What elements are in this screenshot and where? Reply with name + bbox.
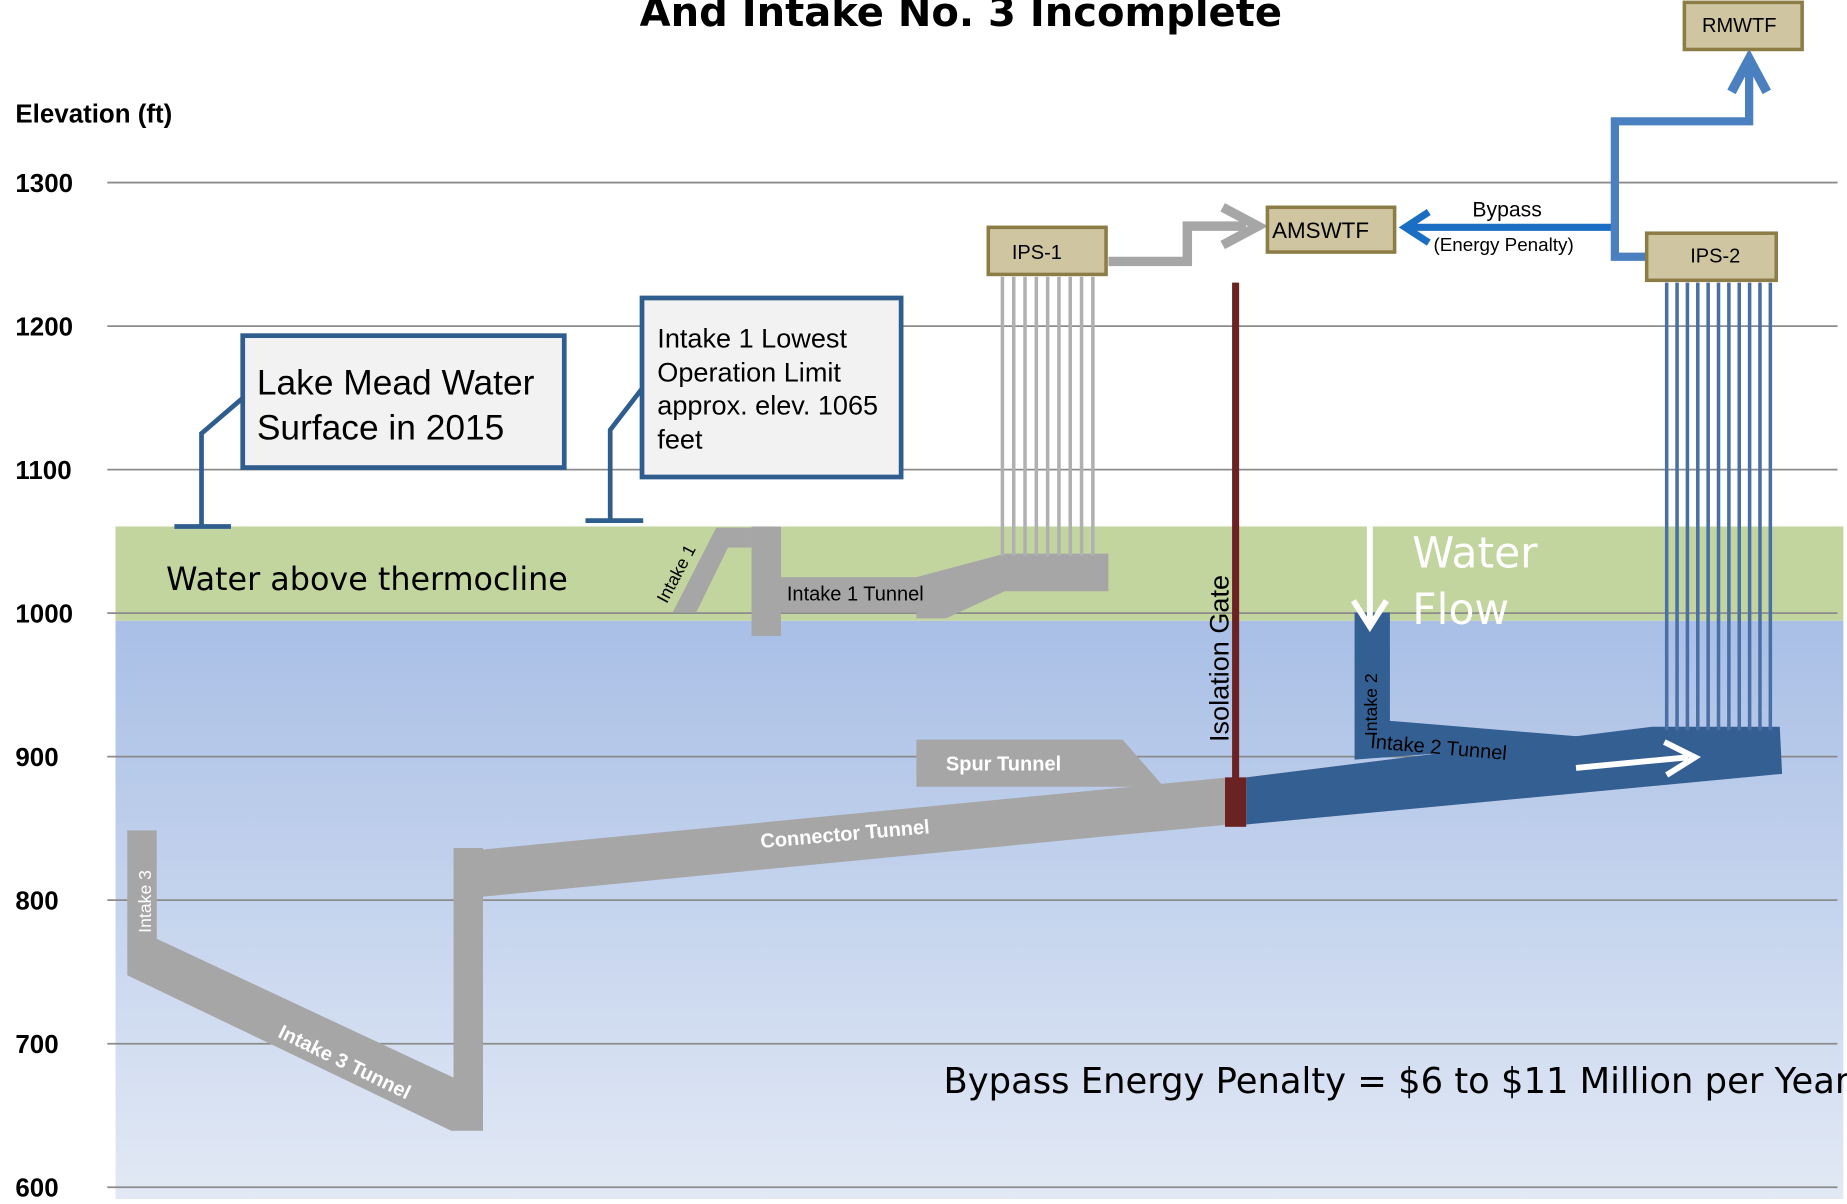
rmwtf-box bbox=[1682, 0, 1804, 52]
callout-leaders bbox=[174, 387, 644, 529]
arrowhead bbox=[1220, 203, 1269, 250]
ips1-arrow bbox=[1108, 221, 1247, 267]
intake3-tunnel bbox=[127, 830, 484, 1131]
tick-label: 600 bbox=[15, 1175, 58, 1199]
callout-box bbox=[240, 333, 567, 470]
gate-block bbox=[1225, 777, 1247, 827]
label: Bypass bbox=[1472, 199, 1541, 222]
ips1-box bbox=[986, 225, 1108, 277]
label: RMWTF bbox=[1702, 15, 1776, 37]
intake1-tunnel bbox=[751, 526, 1109, 637]
title: And Intake No. 3 Incomplete bbox=[640, 0, 1282, 36]
connector-tunnel bbox=[474, 777, 1229, 898]
callout-text: Lake Mead Water Surface in 2015 bbox=[257, 364, 535, 448]
label: IPS-2 bbox=[1690, 246, 1740, 268]
callout-box bbox=[639, 295, 904, 480]
boxes bbox=[986, 0, 1804, 283]
label: (Energy Penalty) bbox=[1433, 234, 1573, 255]
axis-label: Elevation (ft) bbox=[15, 100, 172, 128]
leader bbox=[585, 387, 644, 523]
deep-water bbox=[115, 620, 1844, 1199]
label: AMSWTF bbox=[1272, 218, 1369, 243]
label: Intake 1 Tunnel bbox=[787, 584, 924, 606]
blue-tunnels bbox=[1246, 612, 1783, 825]
intake2-tunnel bbox=[1246, 726, 1783, 825]
arrowhead bbox=[1398, 209, 1431, 246]
tick-label: 1100 bbox=[15, 457, 71, 485]
arrowhead bbox=[1727, 48, 1771, 95]
tick-label: 800 bbox=[15, 888, 58, 916]
label: Isolation Gate bbox=[1204, 575, 1235, 742]
amswtf-box bbox=[1265, 205, 1397, 254]
tick-label: 900 bbox=[15, 744, 58, 772]
flow-arrow bbox=[1575, 739, 1701, 778]
callout-text: Intake 1 Lowest Operation Limit approx. el… bbox=[657, 322, 878, 454]
gray-tunnels bbox=[127, 526, 1229, 1131]
label: Intake 3 bbox=[135, 870, 155, 933]
label: Intake 2 bbox=[1361, 673, 1381, 736]
label: IPS-1 bbox=[1012, 242, 1062, 264]
label: Spur Tunnel bbox=[946, 753, 1061, 775]
zone-label: Water above thermocline bbox=[166, 561, 568, 598]
spur-tunnel bbox=[916, 739, 1164, 787]
intake2 bbox=[1354, 612, 1618, 760]
leader bbox=[174, 396, 245, 529]
ips2-arrow bbox=[1610, 64, 1754, 261]
flow-arrow bbox=[1350, 526, 1389, 633]
tick-label: 700 bbox=[15, 1031, 58, 1059]
tick-label: 1200 bbox=[15, 314, 73, 342]
tick-label: 1300 bbox=[15, 170, 73, 198]
ips2-box bbox=[1644, 231, 1778, 283]
intake1 bbox=[672, 527, 752, 613]
flow-label: Water Flow bbox=[1412, 529, 1538, 635]
tick-label: 1000 bbox=[15, 601, 73, 629]
note: Bypass Energy Penalty = $6 to $11 Millio… bbox=[944, 1061, 1847, 1102]
